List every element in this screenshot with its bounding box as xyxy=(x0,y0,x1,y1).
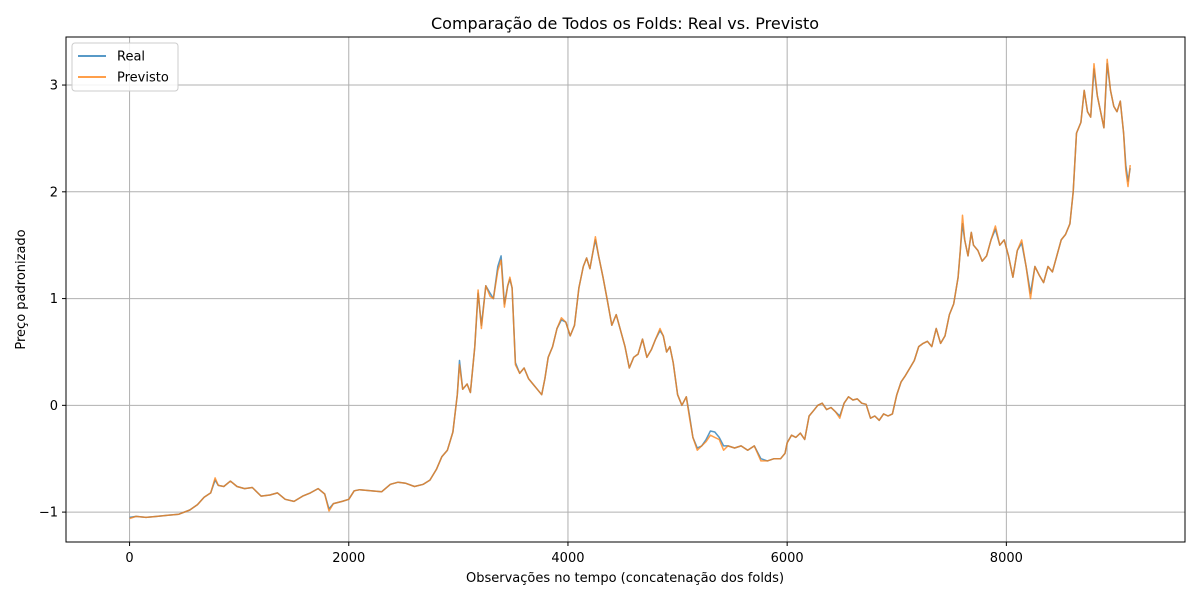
x-axis-ticks: 0 2000 4000 6000 8000 xyxy=(125,542,1023,566)
x-tick-label: 4000 xyxy=(551,551,584,566)
grid xyxy=(66,37,1185,542)
x-tick-label: 0 xyxy=(125,551,133,566)
y-axis-ticks: −1 0 1 2 3 xyxy=(39,79,66,521)
y-tick-label: 0 xyxy=(50,399,58,414)
legend-label-previsto: Previsto xyxy=(117,71,169,86)
plot-frame xyxy=(65,36,1186,543)
y-tick-label: 2 xyxy=(50,185,58,200)
y-tick-label: −1 xyxy=(39,506,58,521)
legend-label-real: Real xyxy=(117,50,145,65)
y-tick-label: 3 xyxy=(50,79,58,94)
series-layer xyxy=(129,58,1131,520)
x-tick-label: 8000 xyxy=(990,551,1023,566)
series-line-previsto xyxy=(129,58,1131,520)
legend: Real Previsto xyxy=(71,42,179,92)
x-tick-label: 6000 xyxy=(771,551,804,566)
y-axis-label: Preço padronizado xyxy=(14,229,29,349)
chart-title: Comparação de Todos os Folds: Real vs. P… xyxy=(431,14,819,33)
x-tick-label: 2000 xyxy=(332,551,365,566)
x-axis-label: Observações no tempo (concatenação dos f… xyxy=(466,571,784,586)
y-tick-label: 1 xyxy=(50,292,58,307)
